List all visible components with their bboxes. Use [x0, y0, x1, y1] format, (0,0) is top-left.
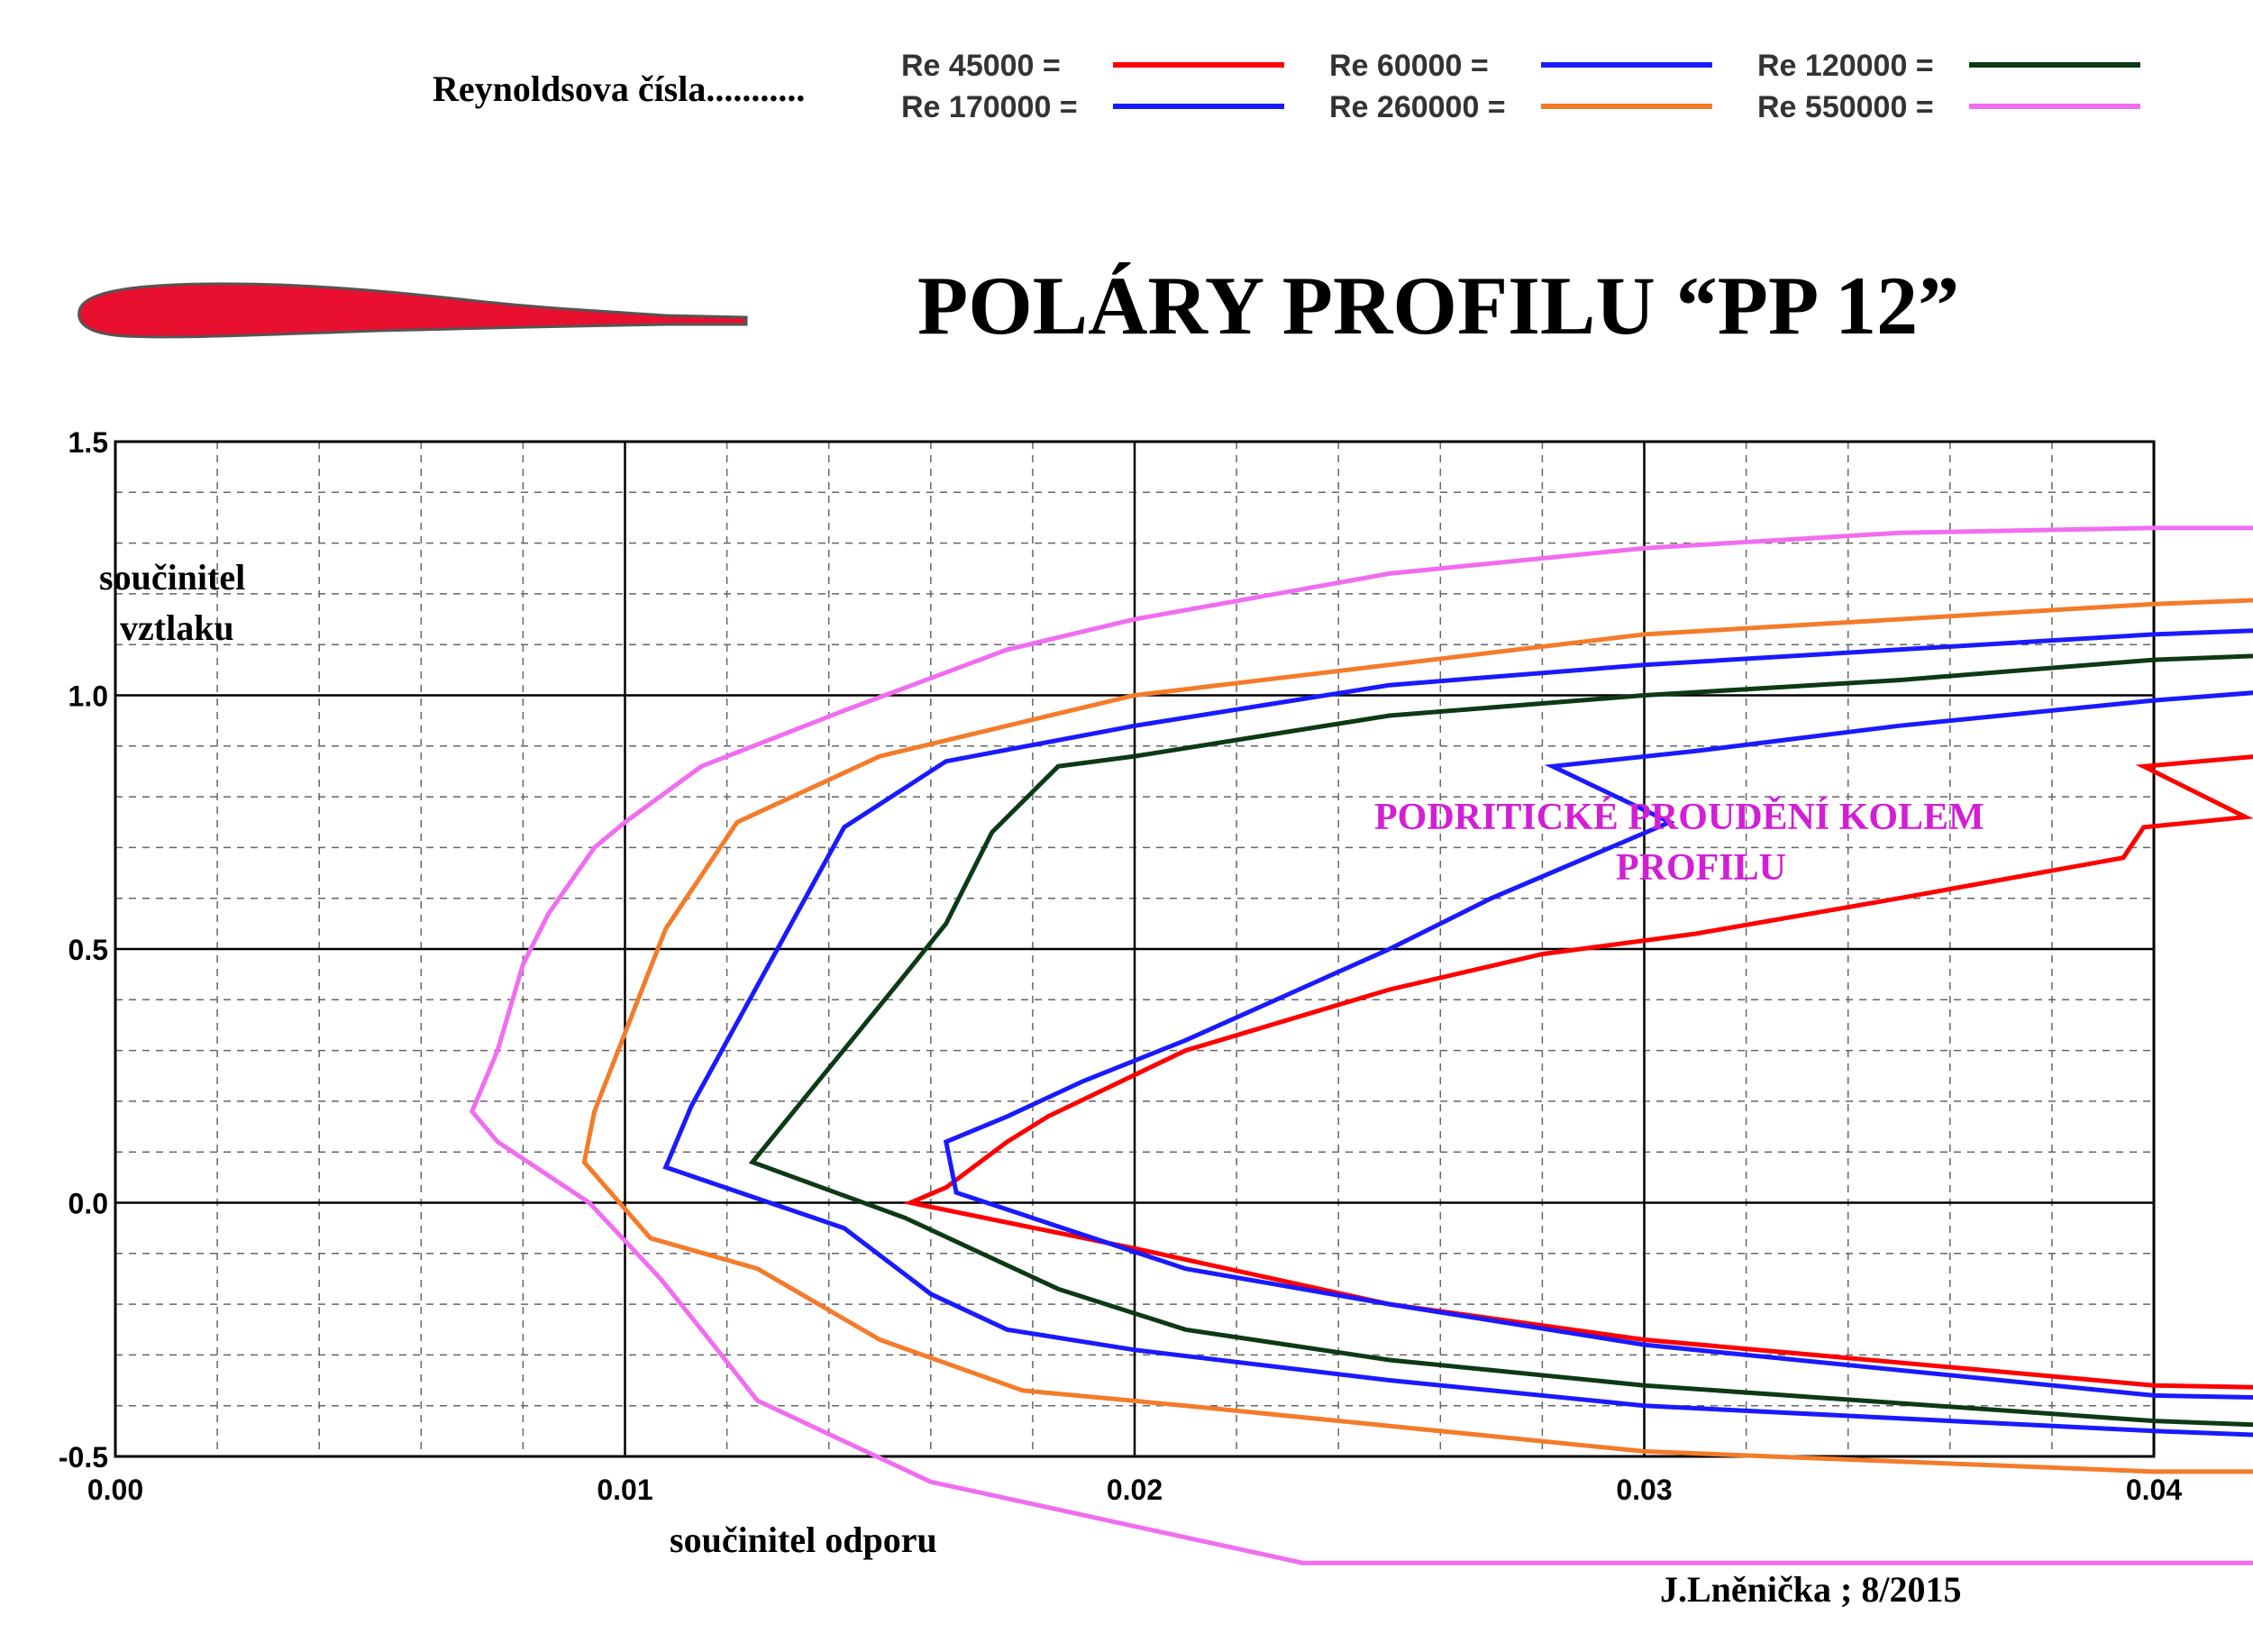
legend-label: Re 550000 = [1757, 90, 1934, 124]
legend-label: Re 60000 = [1329, 49, 1489, 83]
page-title: POLÁRY PROFILU “PP 12” [917, 260, 1959, 351]
series-line-6 [469, 525, 2253, 1565]
y-tick-label: 1.0 [68, 680, 108, 713]
y-tick-label: 0.0 [68, 1188, 108, 1220]
legend-label: Re 260000 = [1329, 90, 1506, 124]
legend-caption: Reynoldsova čísla........... [433, 68, 805, 109]
x-tick-label: 0.04 [2126, 1474, 2182, 1506]
series-lines [469, 525, 2253, 1565]
legend-label: Re 45000 = [901, 49, 1061, 83]
author-credit: J.Lněnička ; 8/2015 [1660, 1569, 1961, 1610]
legend: Re 45000 = Re 60000 = Re 120000 = Re 170000… [901, 49, 2140, 124]
series-line-2 [943, 690, 2253, 1401]
annotation-line1: PODRITICKÉ PROUDĚNÍ KOLEM [1374, 796, 1984, 838]
x-tick-label: 0.00 [87, 1474, 143, 1506]
airfoil-profile-icon [78, 282, 748, 339]
x-tick-label: 0.03 [1616, 1474, 1672, 1506]
axis-ticks: 0.00 0.01 0.02 0.03 0.04 -0.5 0.0 0.5 1.0 1.5 [59, 426, 2182, 1506]
series-line-5 [581, 598, 2253, 1474]
y-tick-label: 1.5 [68, 426, 108, 459]
y-axis-label-line2: vztlaku [120, 607, 234, 648]
y-tick-label: -0.5 [59, 1441, 108, 1474]
x-tick-label: 0.01 [597, 1474, 652, 1506]
x-axis-label: součinitel odporu [670, 1520, 937, 1560]
annotation-line2: PROFILU [1616, 847, 1786, 889]
series-line-4 [662, 628, 2253, 1438]
y-axis-label-line1: součinitel [99, 557, 245, 598]
legend-label: Re 120000 = [1757, 49, 1934, 83]
series-line-3 [748, 653, 2253, 1428]
plot-area: 0.00 0.01 0.02 0.03 0.04 -0.5 0.0 0.5 1.0 1.5 [59, 426, 2253, 1565]
plot-frame [114, 440, 2156, 1458]
legend-label: Re 170000 = [901, 90, 1078, 124]
x-tick-label: 0.02 [1107, 1474, 1163, 1506]
y-tick-label: 0.5 [68, 934, 108, 966]
